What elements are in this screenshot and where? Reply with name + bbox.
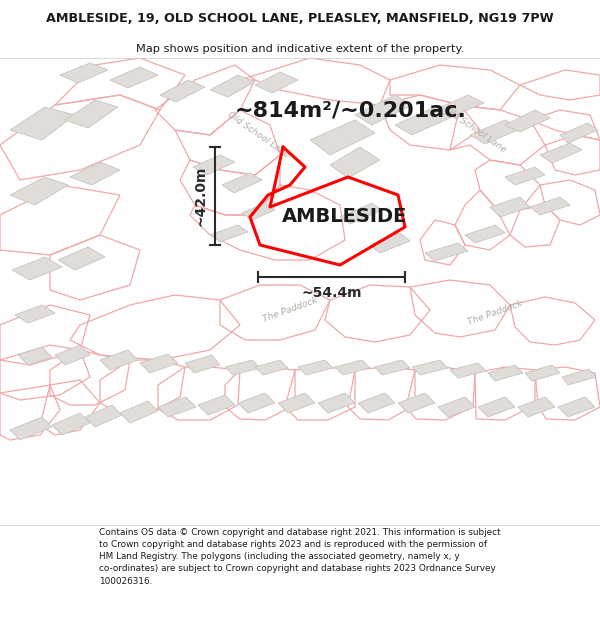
Polygon shape <box>560 123 598 143</box>
Polygon shape <box>318 393 355 413</box>
Polygon shape <box>160 80 205 102</box>
Polygon shape <box>198 395 235 415</box>
Polygon shape <box>60 63 108 83</box>
Text: Map shows position and indicative extent of the property.: Map shows position and indicative extent… <box>136 44 464 54</box>
Polygon shape <box>55 345 90 365</box>
Polygon shape <box>185 355 220 373</box>
Polygon shape <box>330 147 380 178</box>
Polygon shape <box>375 360 410 375</box>
Polygon shape <box>10 417 52 440</box>
Polygon shape <box>505 167 545 185</box>
Polygon shape <box>540 143 582 163</box>
Text: AMBLESIDE, 19, OLD SCHOOL LANE, PLEASLEY, MANSFIELD, NG19 7PW: AMBLESIDE, 19, OLD SCHOOL LANE, PLEASLEY… <box>46 12 554 24</box>
Polygon shape <box>488 365 523 381</box>
Text: Old School Lane: Old School Lane <box>226 111 290 159</box>
Polygon shape <box>450 363 486 378</box>
Text: AMBLESIDE: AMBLESIDE <box>283 208 407 226</box>
Polygon shape <box>478 397 515 417</box>
Text: The Paddock: The Paddock <box>466 299 524 327</box>
Polygon shape <box>310 120 375 155</box>
Polygon shape <box>12 257 62 280</box>
Polygon shape <box>100 350 138 370</box>
Polygon shape <box>470 120 520 144</box>
Polygon shape <box>158 397 196 417</box>
Polygon shape <box>210 75 255 97</box>
Polygon shape <box>425 243 468 261</box>
Polygon shape <box>465 225 505 243</box>
Polygon shape <box>70 162 120 185</box>
Polygon shape <box>140 354 178 373</box>
Polygon shape <box>340 203 382 224</box>
Polygon shape <box>193 155 235 175</box>
Polygon shape <box>85 405 122 427</box>
Text: Old School Lane: Old School Lane <box>443 106 508 154</box>
Polygon shape <box>255 360 288 375</box>
Polygon shape <box>505 110 550 132</box>
Polygon shape <box>10 177 68 205</box>
Text: ~814m²/~0.201ac.: ~814m²/~0.201ac. <box>235 100 467 120</box>
Polygon shape <box>18 347 52 365</box>
Polygon shape <box>52 413 90 435</box>
Polygon shape <box>58 247 105 270</box>
Polygon shape <box>298 360 333 375</box>
Polygon shape <box>15 305 55 323</box>
Polygon shape <box>10 107 75 140</box>
Polygon shape <box>225 360 260 375</box>
Polygon shape <box>278 393 315 413</box>
Polygon shape <box>358 393 395 413</box>
Polygon shape <box>210 225 248 242</box>
Polygon shape <box>65 100 118 128</box>
Polygon shape <box>525 365 560 381</box>
Text: ~54.4m: ~54.4m <box>301 286 362 300</box>
Polygon shape <box>435 95 484 117</box>
Text: ~42.0m: ~42.0m <box>193 166 207 226</box>
Polygon shape <box>518 397 555 417</box>
Polygon shape <box>558 397 595 417</box>
Polygon shape <box>395 107 452 135</box>
Polygon shape <box>238 393 275 413</box>
Polygon shape <box>490 197 530 217</box>
Polygon shape <box>110 67 158 88</box>
Polygon shape <box>530 197 570 215</box>
Polygon shape <box>562 369 596 385</box>
Polygon shape <box>438 397 475 417</box>
Polygon shape <box>255 72 298 93</box>
Polygon shape <box>412 360 448 375</box>
Polygon shape <box>335 360 370 375</box>
Text: The Paddock: The Paddock <box>262 296 319 324</box>
Text: Contains OS data © Crown copyright and database right 2021. This information is : Contains OS data © Crown copyright and d… <box>99 528 501 586</box>
Polygon shape <box>120 401 158 423</box>
Polygon shape <box>222 173 262 193</box>
Polygon shape <box>370 233 410 253</box>
Polygon shape <box>398 393 435 413</box>
Polygon shape <box>355 95 412 125</box>
Polygon shape <box>242 203 275 220</box>
